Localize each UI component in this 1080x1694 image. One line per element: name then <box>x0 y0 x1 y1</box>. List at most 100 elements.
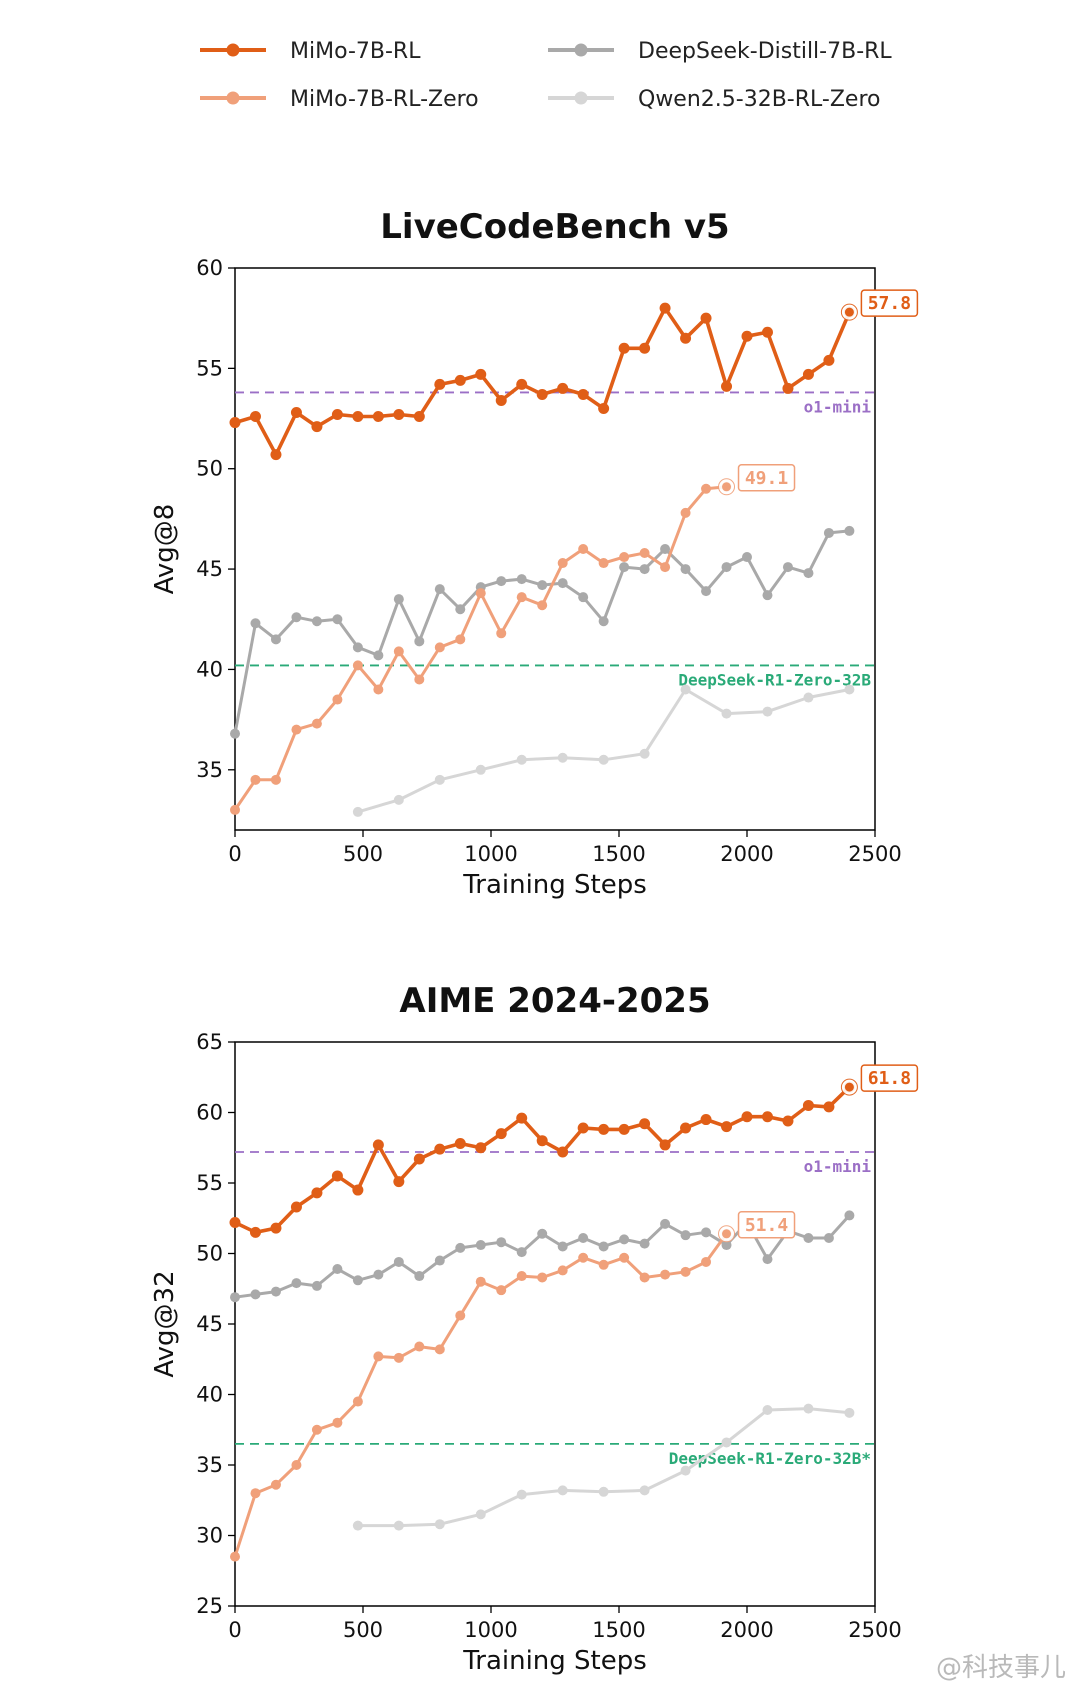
data-point <box>249 1226 261 1238</box>
y-tick-label: 50 <box>196 457 223 481</box>
callout-box <box>860 1064 919 1092</box>
data-point <box>311 718 322 729</box>
data-point <box>229 1216 241 1228</box>
data-point <box>249 411 261 423</box>
data-point <box>270 1286 281 1297</box>
data-point <box>618 342 630 354</box>
data-point <box>557 1485 568 1496</box>
data-point <box>701 1227 712 1238</box>
data-point <box>475 1142 487 1154</box>
data-point <box>250 774 261 785</box>
data-point <box>352 806 363 817</box>
data-point <box>844 1210 855 1221</box>
data-point <box>577 1122 589 1134</box>
callout-label: 49.1 <box>745 468 788 489</box>
data-point <box>721 1240 732 1251</box>
series-line <box>233 485 727 811</box>
data-point <box>393 594 404 605</box>
callout-box <box>737 1211 796 1239</box>
data-point <box>290 1201 302 1213</box>
data-point <box>393 794 404 805</box>
data-point <box>537 1272 548 1283</box>
data-point <box>454 374 466 386</box>
data-point <box>680 684 691 695</box>
series-qwen2-5-32b-rl-zero <box>352 1403 855 1531</box>
data-point <box>803 568 814 579</box>
data-point <box>782 1115 794 1127</box>
data-point <box>455 1310 466 1321</box>
callout-label: 61.8 <box>868 1068 911 1089</box>
y-tick-label: 45 <box>196 1312 223 1336</box>
data-point <box>291 1460 302 1470</box>
callout-box <box>737 464 796 492</box>
data-point <box>372 1139 384 1151</box>
data-point <box>291 724 302 735</box>
data-point <box>393 646 404 657</box>
data-point <box>434 584 445 595</box>
data-point <box>434 378 446 390</box>
data-point <box>270 449 282 461</box>
data-point <box>557 1265 568 1276</box>
x-tick-label: 1000 <box>464 1618 517 1642</box>
callout-point <box>844 307 854 317</box>
y-tick-label: 60 <box>196 256 223 280</box>
data-point <box>762 590 773 601</box>
legend-marker <box>226 43 240 57</box>
data-point <box>557 752 568 763</box>
data-point <box>331 409 343 421</box>
data-point <box>496 1237 507 1248</box>
data-point <box>844 1407 855 1418</box>
data-point <box>680 1266 691 1277</box>
data-point <box>496 1285 507 1296</box>
data-point <box>680 332 692 344</box>
data-point <box>516 592 527 603</box>
data-point <box>823 354 835 366</box>
data-point <box>598 403 610 414</box>
data-point <box>352 411 364 423</box>
data-point <box>516 1112 528 1124</box>
data-point <box>762 1254 773 1265</box>
x-tick-label: 2000 <box>720 1618 773 1642</box>
data-point <box>721 380 733 392</box>
legend-label: MiMo-7B-RL <box>290 39 421 64</box>
data-point <box>332 1417 343 1428</box>
data-point <box>516 378 528 390</box>
data-point <box>782 382 794 394</box>
data-point <box>639 1485 650 1496</box>
data-point <box>761 1111 773 1123</box>
data-point <box>270 1479 281 1490</box>
data-point <box>660 544 671 554</box>
data-point <box>639 564 650 575</box>
data-point <box>516 1247 527 1258</box>
data-point <box>700 312 712 324</box>
data-point <box>311 1187 323 1199</box>
data-point <box>577 388 589 400</box>
data-point <box>802 1099 814 1111</box>
series-line <box>357 688 850 814</box>
chart-aime-2024-2025: AIME 2024-2025 0 500 1000 1500 2000 2500 25 30 35… <box>150 981 919 1676</box>
data-point <box>496 628 507 639</box>
series-deepseek-distill-7b-rl <box>230 525 855 739</box>
plot-frame <box>234 267 876 831</box>
data-point <box>680 1465 691 1476</box>
data-point <box>762 1405 773 1416</box>
data-point <box>578 1232 589 1243</box>
data-point <box>660 562 671 573</box>
data-point <box>619 1234 630 1245</box>
data-point <box>516 1489 527 1500</box>
data-point <box>742 552 752 563</box>
data-point <box>352 1275 363 1286</box>
callout-point <box>722 482 732 492</box>
data-point <box>844 525 855 536</box>
data-point <box>475 1276 486 1287</box>
data-point <box>618 1123 630 1135</box>
y-tick-label: 35 <box>196 1453 223 1477</box>
data-point <box>557 1241 568 1252</box>
series-qwen2-5-32b-rl-zero <box>352 684 855 817</box>
data-point <box>701 1256 712 1267</box>
data-point <box>762 706 773 717</box>
data-point <box>311 1280 322 1291</box>
data-point <box>639 748 650 759</box>
data-point <box>680 564 691 575</box>
y-tick-label: 40 <box>196 1383 223 1407</box>
